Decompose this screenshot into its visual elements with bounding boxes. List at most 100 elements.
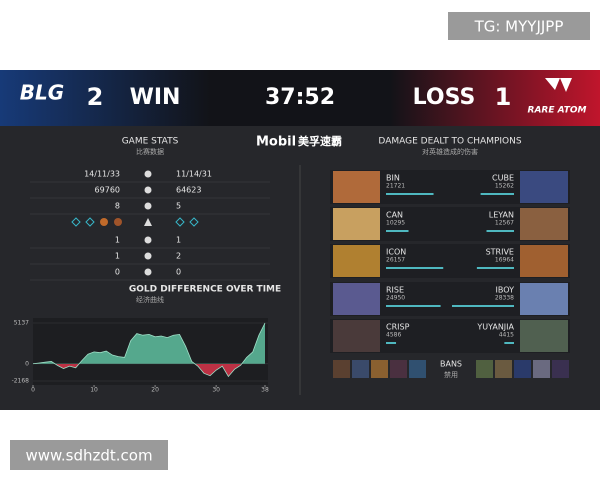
team-logo: BLG — [20, 81, 64, 105]
champion-portrait — [333, 171, 380, 203]
ban-icon — [390, 360, 407, 378]
damage-value: 24950 — [386, 295, 405, 302]
watermark-box — [10, 440, 168, 470]
result: LOSS — [413, 85, 476, 110]
watermark: www.sdhzdt.com — [25, 447, 152, 465]
x-tick-label: 38 — [261, 387, 269, 394]
damage-bar — [504, 342, 514, 344]
champion-portrait — [520, 283, 568, 315]
damage-value: 4415 — [499, 332, 514, 339]
damage-value: 16964 — [495, 257, 514, 264]
ban-icon — [514, 360, 531, 378]
stat-icon — [144, 170, 152, 178]
champion-portrait — [333, 245, 380, 277]
player-name: CUBE — [492, 174, 514, 183]
ban-icon — [352, 360, 369, 378]
x-tick-label: 10 — [90, 387, 98, 394]
player-name: RISE — [386, 286, 404, 295]
x-tick-label: 20 — [151, 387, 159, 394]
dragon-icon — [114, 218, 122, 226]
damage-value: 15262 — [495, 183, 514, 190]
champion-portrait — [333, 283, 380, 315]
team-score: 2 — [87, 83, 104, 111]
damage-bar — [386, 342, 397, 344]
stat-right: 64623 — [176, 186, 201, 195]
bans-subtitle: 禁用 — [444, 371, 458, 379]
champion-portrait — [520, 245, 568, 277]
stat-right: 5 — [176, 202, 181, 211]
ban-icon — [495, 360, 512, 378]
damage-bar — [386, 267, 444, 269]
section-title: GAME STATS — [122, 137, 179, 147]
team-score: 1 — [495, 83, 512, 111]
dragon-icon — [71, 217, 95, 227]
damage-value: 26157 — [386, 257, 405, 264]
bans-left — [333, 360, 426, 378]
champion-portrait — [333, 208, 380, 240]
stat-icon — [144, 236, 152, 244]
player-name: LEYAN — [489, 211, 514, 220]
ban-icon — [409, 360, 426, 378]
dragon-icon — [175, 217, 199, 227]
player-name: YUYANJIA — [476, 323, 514, 332]
stat-right: 11/14/31 — [176, 170, 212, 179]
bans-right — [476, 360, 569, 378]
stat-left: 69760 — [95, 186, 120, 195]
damage-value: 10295 — [386, 220, 405, 227]
team-logo-mark — [545, 78, 572, 92]
chart-title: GOLD DIFFERENCE OVER TIME — [129, 285, 281, 295]
stat-right: 0 — [176, 268, 181, 277]
x-tick-label: 0 — [31, 387, 35, 394]
stat-right: 1 — [176, 236, 181, 245]
sponsor-brand: Mobil — [256, 135, 296, 150]
result: WIN — [130, 85, 181, 110]
y-tick-label: -2168 — [12, 378, 30, 385]
stat-left: 1 — [115, 236, 120, 245]
stat-left: 1 — [115, 252, 120, 261]
player-name: BIN — [386, 174, 400, 183]
chart-subtitle: 经济曲线 — [136, 295, 164, 304]
damage-bar — [386, 305, 441, 307]
stat-left: 0 — [115, 268, 120, 277]
damage-value: 28338 — [495, 295, 514, 302]
player-name: ICON — [386, 248, 406, 257]
player-name: IBOY — [496, 286, 515, 295]
champion-portrait — [520, 208, 568, 240]
stat-right: 2 — [176, 252, 181, 261]
damage-bar — [386, 230, 409, 232]
damage-bar — [486, 230, 514, 232]
dragon-icon — [100, 218, 108, 226]
team-logo: RARE ATOM — [528, 106, 587, 116]
ban-icon — [476, 360, 493, 378]
damage-bar — [480, 193, 514, 195]
damage-value: 12567 — [495, 220, 514, 227]
stat-icon — [144, 268, 152, 276]
damage-bar — [476, 267, 514, 269]
dragon-symbol — [144, 218, 152, 226]
header-bar — [0, 70, 600, 126]
ban-icon — [371, 360, 388, 378]
player-name: CRISP — [386, 323, 410, 332]
game-time: 37:52 — [265, 85, 335, 110]
section-title: DAMAGE DEALT TO CHAMPIONS — [378, 137, 521, 147]
champion-portrait — [520, 171, 568, 203]
x-tick-label: 30 — [212, 387, 220, 394]
watermark: TG: MYYJJPP — [474, 18, 564, 36]
stat-left: 14/11/33 — [84, 170, 120, 179]
stat-icon — [144, 252, 152, 260]
sponsor-name: 美孚速霸 — [298, 134, 342, 148]
ban-icon — [533, 360, 550, 378]
champion-portrait — [333, 320, 380, 352]
stat-left: 8 — [115, 202, 120, 211]
y-tick-label: 0 — [25, 360, 29, 367]
gold-area — [33, 323, 265, 377]
stat-icon — [144, 186, 152, 194]
watermark-box — [448, 12, 590, 40]
section-subtitle: 比赛数据 — [136, 147, 164, 156]
stat-icon — [144, 202, 152, 210]
y-tick-label: 5137 — [14, 320, 29, 327]
section-subtitle: 对英雄造成的伤害 — [422, 147, 478, 156]
player-name: STRIVE — [486, 248, 514, 257]
